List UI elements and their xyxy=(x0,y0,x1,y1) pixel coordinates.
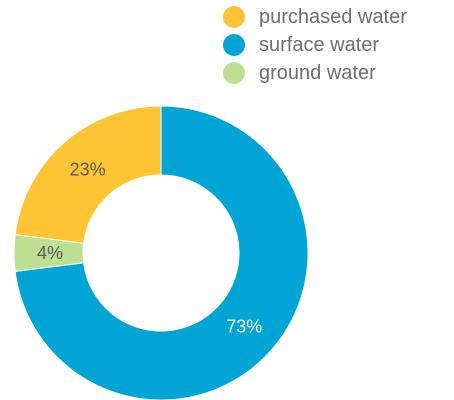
legend-swatch-purchased-water xyxy=(223,6,245,28)
legend: purchased water surface water ground water xyxy=(223,6,407,84)
legend-label-purchased-water: purchased water xyxy=(259,6,407,28)
legend-label-surface-water: surface water xyxy=(259,34,379,56)
slice-purchased-water xyxy=(14,105,162,244)
slice-surface-water xyxy=(14,105,309,400)
donut-slices xyxy=(13,105,309,400)
legend-label-ground-water: ground water xyxy=(259,62,376,84)
slice-label-purchased-water: 23% xyxy=(70,160,106,180)
legend-swatch-ground-water xyxy=(223,62,245,84)
slice-label-ground-water: 4% xyxy=(37,243,63,263)
slice-labels: 73% 4% 23% xyxy=(37,160,262,337)
legend-swatch-surface-water xyxy=(223,34,245,56)
slice-label-surface-water: 73% xyxy=(226,316,262,336)
